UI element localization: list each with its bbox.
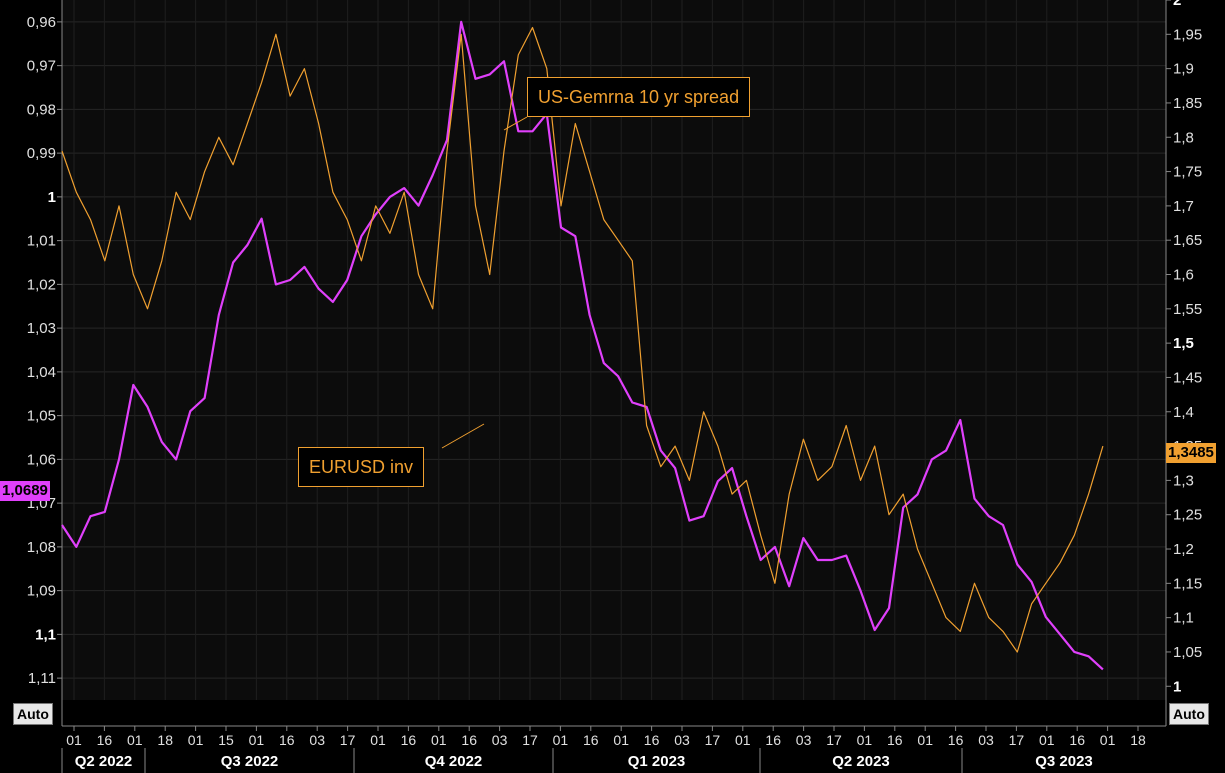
- eur-last-value-tag: 1,0689: [0, 481, 50, 501]
- right-tick-label: 1,95: [1173, 26, 1202, 43]
- left-auto-button[interactable]: Auto: [13, 703, 53, 725]
- grid-lines: [62, 0, 1166, 700]
- quarter-label: Q1 2023: [628, 753, 686, 770]
- x-tick-label: 16: [948, 732, 964, 748]
- right-tick-label: 1,3: [1173, 472, 1194, 489]
- x-tick-label: 16: [401, 732, 417, 748]
- x-tick-label: 01: [431, 732, 447, 748]
- x-tick-label: 01: [613, 732, 629, 748]
- x-tick-label: 16: [279, 732, 295, 748]
- right-auto-button[interactable]: Auto: [1169, 703, 1209, 725]
- spread-last-value-tag: 1,3485: [1166, 443, 1216, 463]
- left-tick-label: 1,06: [27, 451, 56, 468]
- quarter-label: Q4 2022: [425, 753, 483, 770]
- right-tick-label: 1,75: [1173, 164, 1202, 181]
- right-tick-label: 1,6: [1173, 267, 1194, 284]
- right-tick-label: 1,65: [1173, 232, 1202, 249]
- eurusd-inv-line: [61, 20, 1104, 671]
- x-tick-label: 01: [188, 732, 204, 748]
- x-tick-label: 01: [735, 732, 751, 748]
- x-tick-label: 17: [826, 732, 842, 748]
- right-tick-label: 1,45: [1173, 369, 1202, 386]
- right-tick-label: 1,8: [1173, 129, 1194, 146]
- x-tick-label: 01: [1039, 732, 1055, 748]
- quarter-axis: Q2 2022 Q3 2022 Q4 2022 Q1 2023 Q2 2023 Q3 20…: [61, 748, 1093, 773]
- right-tick-label: 1,5: [1173, 335, 1194, 352]
- left-tick-label: 0,99: [27, 145, 56, 162]
- left-tick-label: 1,09: [27, 583, 56, 600]
- x-tick-label: 01: [857, 732, 873, 748]
- x-tick-label: 03: [674, 732, 690, 748]
- left-tick-label: 1,02: [27, 276, 56, 293]
- spread-line: [61, 26, 1104, 653]
- x-tick-label: 17: [522, 732, 538, 748]
- spread-annotation-leader: [503, 116, 528, 131]
- x-tick-label: 01: [249, 732, 265, 748]
- left-tick-label: 0,97: [27, 58, 56, 75]
- right-tick-label: 1,9: [1173, 61, 1194, 78]
- left-tick-label: 1,1: [35, 626, 56, 643]
- left-tick-label: 1,08: [27, 539, 56, 556]
- x-tick-label: 01: [553, 732, 569, 748]
- left-tick-label: 1: [48, 189, 56, 206]
- left-tick-label: 0,98: [27, 101, 56, 118]
- right-tick-label: 2: [1173, 0, 1181, 9]
- annotation-eurusd: EURUSD inv: [298, 447, 425, 487]
- quarter-label: Q3 2023: [1035, 753, 1093, 770]
- right-tick-label: 1,1: [1173, 610, 1194, 627]
- x-tick-label: 16: [644, 732, 660, 748]
- x-tick-label: 17: [705, 732, 721, 748]
- x-tick-label: 16: [97, 732, 113, 748]
- x-tick-label: 18: [1130, 732, 1146, 748]
- x-tick-label: 01: [370, 732, 386, 748]
- quarter-label: Q2 2022: [75, 753, 133, 770]
- left-axis: 0,96 0,97 0,98 0,99 1 1,01 1,02 1,03 1,04 1,05 1,0…: [27, 14, 62, 687]
- left-tick-label: 0,96: [27, 14, 56, 31]
- quarter-label: Q3 2022: [221, 753, 279, 770]
- right-tick-label: 1,05: [1173, 644, 1202, 661]
- annotation-spread: US-Gemrna 10 yr spread: [527, 77, 751, 117]
- x-axis: 01 16 01 18 01 15 01 16 03 17 01 16 01 16 03 17 01 16 01 16…: [66, 726, 1146, 748]
- eur-annotation-leader: [441, 423, 485, 449]
- left-tick-label: 1,01: [27, 233, 56, 250]
- left-tick-label: 1,05: [27, 408, 56, 425]
- x-tick-label: 16: [765, 732, 781, 748]
- x-tick-label: 03: [796, 732, 812, 748]
- right-tick-label: 1,85: [1173, 95, 1202, 112]
- right-tick-label: 1,55: [1173, 301, 1202, 318]
- right-tick-label: 1,7: [1173, 198, 1194, 215]
- x-tick-label: 15: [218, 732, 234, 748]
- x-tick-label: 01: [66, 732, 82, 748]
- x-tick-label: 03: [309, 732, 325, 748]
- quarter-label: Q2 2023: [832, 753, 890, 770]
- right-tick-label: 1: [1173, 678, 1181, 695]
- x-tick-label: 16: [461, 732, 477, 748]
- right-tick-label: 1,4: [1173, 404, 1194, 421]
- x-tick-label: 16: [887, 732, 903, 748]
- x-tick-label: 03: [492, 732, 508, 748]
- x-tick-label: 01: [1100, 732, 1116, 748]
- left-tick-label: 1,11: [28, 670, 56, 687]
- x-tick-label: 17: [1009, 732, 1025, 748]
- left-tick-label: 1,04: [27, 364, 56, 381]
- right-tick-label: 1,25: [1173, 507, 1202, 524]
- x-tick-label: 03: [978, 732, 994, 748]
- x-tick-label: 17: [340, 732, 356, 748]
- right-tick-label: 1,15: [1173, 575, 1202, 592]
- series-layer: [61, 20, 1104, 671]
- left-tick-label: 1,03: [27, 320, 56, 337]
- x-tick-label: 01: [127, 732, 143, 748]
- x-tick-label: 18: [157, 732, 173, 748]
- x-tick-label: 16: [583, 732, 599, 748]
- x-tick-label: 01: [917, 732, 933, 748]
- right-axis: 2 1,95 1,9 1,85 1,8 1,75 1,7 1,65 1,6 1,55 1,5 1,45…: [1166, 0, 1202, 695]
- x-tick-label: 16: [1069, 732, 1085, 748]
- right-tick-label: 1,2: [1173, 541, 1194, 558]
